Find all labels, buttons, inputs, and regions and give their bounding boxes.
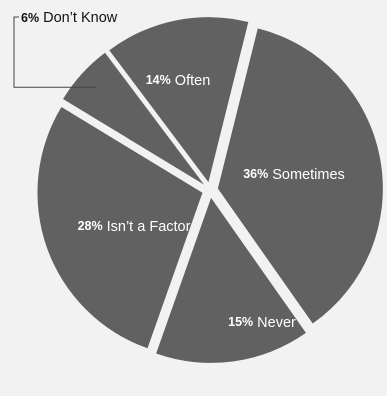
slice-label-often: 14% Often (146, 73, 211, 89)
pie-slice-sometimes (217, 28, 383, 324)
pie-slice-isn-t-a-factor (37, 107, 203, 349)
pie-slice-never (156, 197, 306, 363)
pie-slice-often (109, 17, 249, 183)
slice-label-isn-t-a-factor: 28% Isn’t a Factor (78, 219, 191, 235)
slice-label-don-t-know: 6% Don’t Know (21, 10, 118, 26)
pie-slice-don-t-know (63, 52, 205, 185)
slice-label-sometimes: 36% Sometimes (243, 167, 345, 183)
slice-label-never: 15% Never (228, 315, 296, 331)
leader-line-don-t-know (13, 16, 97, 88)
